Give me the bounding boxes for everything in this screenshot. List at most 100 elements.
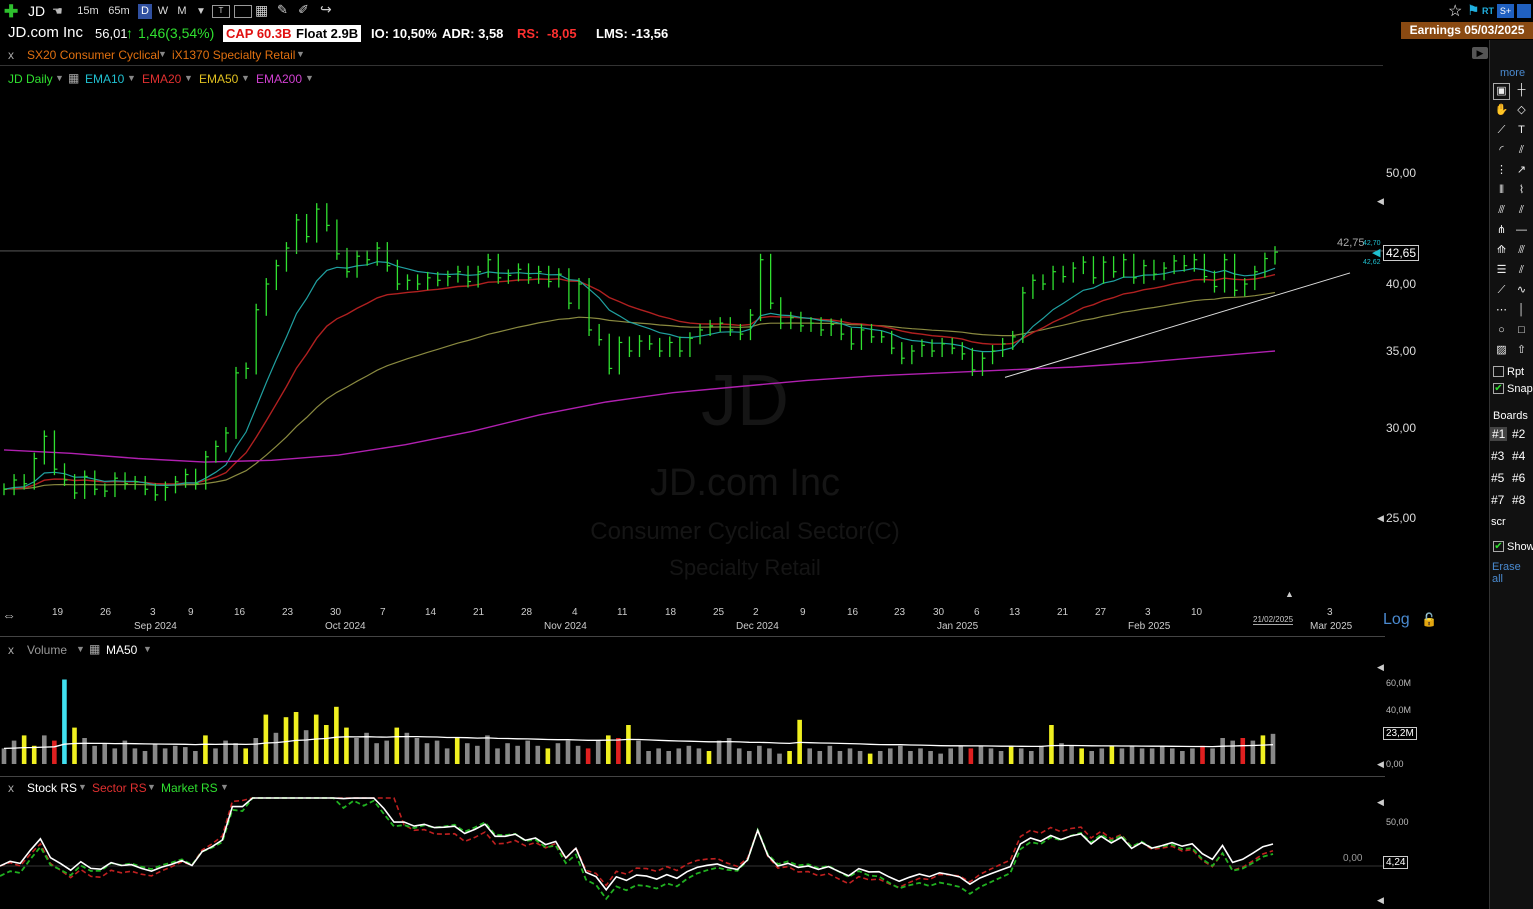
dotted-tool-icon[interactable]: ⋯ — [1496, 304, 1507, 316]
timeframe-weekly[interactable]: W — [157, 5, 169, 17]
pitchfork-tool-icon[interactable]: ⋔ — [1496, 224, 1507, 236]
ema10-label[interactable]: EMA10 — [85, 72, 125, 86]
arrow-tool-icon[interactable]: ⇧ — [1516, 344, 1527, 356]
crosshair-tool-icon[interactable]: ┼ — [1517, 84, 1526, 96]
parallel-tool-icon[interactable]: ⫽ — [1519, 204, 1524, 216]
template-icon[interactable]: T — [212, 5, 230, 18]
ema10-line — [3, 261, 1276, 490]
flag-icon[interactable]: ⚑ — [1467, 2, 1480, 18]
ema20-label[interactable]: EMA20 — [142, 72, 182, 86]
chevron-down-icon[interactable]: ▼ — [184, 73, 193, 83]
rpt-checkbox[interactable] — [1493, 366, 1504, 377]
market-rs-label[interactable]: Market RS — [161, 781, 218, 795]
zoom-arrows-icon[interactable]: ⇔ — [2, 607, 16, 623]
stock-rs-label[interactable]: Stock RS — [27, 781, 78, 795]
layout-icon[interactable] — [234, 5, 252, 18]
hand-icon[interactable]: ☚ — [52, 4, 63, 18]
vline-tool-icon[interactable]: │ — [1518, 304, 1525, 316]
more-link[interactable]: more — [1500, 67, 1526, 79]
chevron-down-icon[interactable]: ▼ — [220, 782, 229, 792]
pan-tool-icon[interactable]: ✋ — [1494, 104, 1509, 116]
price-chart[interactable] — [0, 88, 1385, 603]
select-tool-icon[interactable]: ▣ — [1493, 83, 1510, 100]
timeframe-65m[interactable]: 65m — [108, 5, 130, 17]
text-tool-icon[interactable]: T — [1518, 124, 1525, 136]
earnings-badge[interactable]: Earnings 05/03/2025 — [1401, 22, 1533, 39]
ray-tool-icon[interactable]: ↗ — [1516, 164, 1527, 176]
diagonal-tool-icon[interactable]: ⟋ — [1497, 284, 1506, 296]
sector-rs-label[interactable]: Sector RS — [92, 781, 147, 795]
lock-icon[interactable]: 🔓 — [1421, 612, 1438, 627]
curve-tool-icon[interactable]: ⌇ — [1518, 184, 1525, 196]
rt-icon[interactable]: RT — [1482, 6, 1494, 16]
chevron-down-icon[interactable]: ▼ — [76, 644, 85, 654]
rs-chart[interactable] — [0, 796, 1385, 909]
sector-link[interactable]: SX20 Consumer Cyclical — [27, 48, 160, 62]
board-8[interactable]: #8 — [1512, 493, 1526, 507]
fib-tool-icon[interactable]: ⫻ — [1518, 244, 1525, 256]
grid-tool-icon[interactable]: ⋮ — [1496, 164, 1507, 176]
line-tool-icon[interactable]: ⟋ — [1497, 124, 1506, 136]
close-sector-button[interactable]: x — [8, 48, 14, 62]
calculator-icon[interactable]: ▦ — [255, 2, 269, 18]
eraser-tool-icon[interactable]: ◇ — [1517, 104, 1526, 116]
board-6[interactable]: #6 — [1512, 471, 1526, 485]
stripes-tool-icon[interactable]: ⫽ — [1519, 264, 1524, 276]
sr-icon[interactable]: S+ — [1497, 4, 1514, 18]
industry-link[interactable]: iX1370 Specialty Retail — [172, 48, 296, 62]
chevron-down-icon[interactable]: ▼ — [158, 49, 167, 59]
snap-checkbox[interactable]: ✔ — [1493, 383, 1504, 394]
volume-chart[interactable] — [0, 655, 1385, 770]
vlines-tool-icon[interactable]: ⦀ — [1499, 184, 1504, 196]
ema50-label[interactable]: EMA50 — [199, 72, 239, 86]
timeframe-15m[interactable]: 15m — [77, 5, 99, 17]
close-rs-button[interactable]: x — [8, 781, 14, 795]
chevron-down-icon[interactable]: ▼ — [305, 73, 314, 83]
close-volume-button[interactable]: x — [8, 643, 14, 657]
brush-icon[interactable]: ✐ — [298, 2, 309, 17]
grid-icon[interactable]: ▦ — [89, 642, 101, 656]
pencil-icon[interactable]: ✎ — [277, 2, 288, 17]
dropdown-icon[interactable]: ▼ — [196, 6, 206, 17]
board-7[interactable]: #7 — [1491, 493, 1505, 507]
fan-tool-icon[interactable]: ⫽ — [1519, 144, 1524, 156]
timeframe-monthly[interactable]: M — [177, 5, 187, 17]
wave-tool-icon[interactable]: ∿ — [1516, 284, 1527, 296]
scr-button[interactable]: scr — [1491, 516, 1506, 528]
share-icon[interactable]: ↪ — [320, 1, 332, 17]
board-1[interactable]: #1 — [1490, 427, 1508, 441]
timeframe-daily[interactable]: D — [138, 4, 152, 19]
volume-label[interactable]: Volume — [27, 643, 68, 657]
channel-tool-icon[interactable]: ⫻ — [1498, 204, 1505, 216]
board-5[interactable]: #5 — [1491, 471, 1505, 485]
board-2[interactable]: #2 — [1512, 427, 1526, 441]
volume-ma-label[interactable]: MA50 — [106, 643, 138, 657]
circle-tool-icon[interactable]: ○ — [1498, 324, 1505, 336]
menu-icon[interactable] — [1517, 4, 1531, 18]
chevron-down-icon[interactable]: ▼ — [296, 49, 305, 59]
collapse-icon[interactable]: ▶ — [1472, 47, 1488, 59]
chevron-down-icon[interactable]: ▼ — [241, 73, 250, 83]
rectangle-tool-icon[interactable]: □ — [1518, 324, 1525, 336]
grid-icon[interactable]: ▦ — [68, 71, 80, 85]
show-checkbox[interactable]: ✔ — [1493, 541, 1504, 552]
note-tool-icon[interactable]: ▨ — [1496, 344, 1507, 356]
chevron-down-icon[interactable]: ▼ — [127, 73, 136, 83]
log-scale-button[interactable]: Log — [1383, 611, 1410, 628]
levels-tool-icon[interactable]: ☰ — [1496, 264, 1507, 276]
board-3[interactable]: #3 — [1491, 449, 1505, 463]
chevron-down-icon[interactable]: ▼ — [143, 644, 152, 654]
star-icon[interactable]: ☆ — [1448, 3, 1463, 20]
chevron-down-icon[interactable]: ▼ — [78, 782, 87, 792]
price-series-label[interactable]: JD Daily — [8, 72, 53, 86]
ticker-symbol[interactable]: JD — [28, 3, 46, 19]
ema200-label[interactable]: EMA200 — [256, 72, 303, 86]
chevron-down-icon[interactable]: ▼ — [55, 73, 64, 83]
hline-tool-icon[interactable]: — — [1516, 224, 1527, 236]
board-4[interactable]: #4 — [1512, 449, 1526, 463]
add-icon[interactable]: ✚ — [4, 2, 19, 21]
erase-all-link[interactable]: Erase all — [1492, 561, 1521, 585]
gann-tool-icon[interactable]: ⟰ — [1496, 244, 1507, 256]
arc-tool-icon[interactable]: ◜ — [1499, 144, 1504, 156]
chevron-down-icon[interactable]: ▼ — [147, 782, 156, 792]
